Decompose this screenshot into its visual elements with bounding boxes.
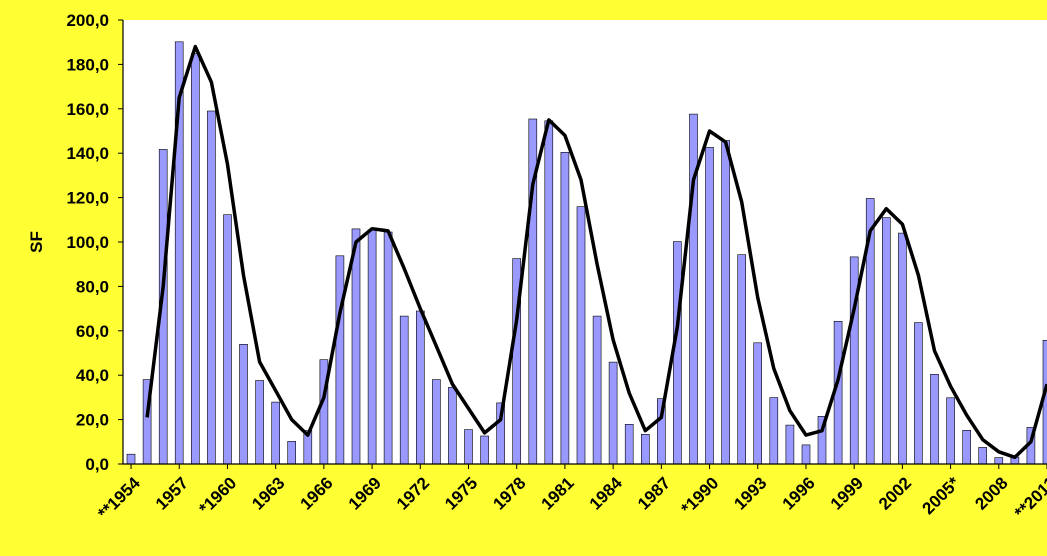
- bar-1996: [801, 444, 811, 465]
- bar-1962: [255, 380, 264, 465]
- bar-1961: [239, 343, 248, 465]
- bar-1969: [367, 229, 377, 465]
- bar-1970: [383, 231, 393, 465]
- bar-1992: [737, 254, 747, 465]
- bar-1984: [608, 361, 618, 465]
- y-tick-label: 60,0: [76, 322, 109, 341]
- bar-1958: [191, 53, 200, 465]
- bar-1971: [399, 315, 409, 465]
- y-tick-label: 80,0: [76, 277, 109, 296]
- bar-1973: [432, 379, 441, 465]
- bar-2007: [978, 447, 988, 465]
- y-tick-label: 140,0: [66, 144, 109, 163]
- y-tick-label: 160,0: [66, 100, 109, 119]
- bar-1986: [640, 433, 650, 465]
- bar-1972: [415, 310, 425, 465]
- bar-1981: [560, 152, 570, 465]
- bar-1994: [769, 397, 779, 465]
- bar-1990: [705, 147, 714, 465]
- bar-1983: [592, 315, 602, 465]
- y-tick-label: 20,0: [76, 411, 109, 430]
- bar-1974: [448, 387, 457, 465]
- y-tick-label: 40,0: [76, 366, 109, 385]
- bar-2006: [962, 429, 972, 465]
- bar-2002: [898, 232, 907, 465]
- bar-1959: [207, 110, 216, 465]
- bar-2004: [930, 373, 939, 465]
- bar-2003: [914, 322, 923, 465]
- bar-1968: [351, 228, 361, 465]
- trend-line: [145, 44, 1047, 460]
- bar-1976: [480, 435, 489, 465]
- bar-2001: [881, 217, 891, 465]
- y-axis-ticks: 0,0 20,0 40,0 60,0 80,0 100,0 120,0 140,0 160,0 1…: [66, 11, 123, 474]
- bar-1967: [335, 255, 345, 465]
- bar-1975: [464, 429, 473, 465]
- bar-1991: [721, 140, 730, 465]
- bar-1980: [544, 120, 554, 465]
- bar-2008: [994, 457, 1004, 465]
- bar-1960: [223, 214, 232, 465]
- bar-1964: [287, 441, 297, 465]
- bar-1995: [785, 424, 795, 465]
- y-tick-label: 200,0: [66, 11, 109, 30]
- bar-1993: [753, 342, 763, 465]
- y-tick-label: 180,0: [66, 55, 109, 74]
- bar-2005: [946, 397, 955, 465]
- y-axis-title: SF: [27, 231, 46, 253]
- y-tick-label: 100,0: [66, 233, 109, 252]
- bar-1963: [271, 401, 281, 465]
- bar-1982: [576, 206, 586, 465]
- bar-1985: [624, 423, 634, 465]
- y-tick-label: 0,0: [85, 455, 109, 474]
- y-tick-label: 120,0: [66, 189, 109, 208]
- bar-1988: [673, 241, 682, 465]
- bar-1954: [126, 453, 136, 465]
